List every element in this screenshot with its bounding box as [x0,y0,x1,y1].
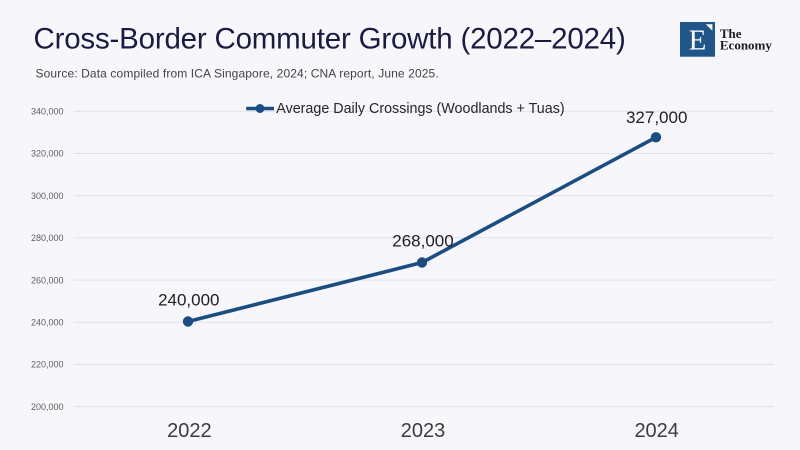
svg-text:200,000: 200,000 [31,402,64,412]
svg-text:268,000: 268,000 [392,231,453,250]
svg-text:300,000: 300,000 [31,191,64,201]
svg-text:280,000: 280,000 [31,233,64,243]
svg-text:2022: 2022 [167,420,212,442]
svg-text:The: The [720,26,742,41]
svg-text:220,000: 220,000 [31,360,64,370]
svg-text:Cross-Border Commuter Growth (: Cross-Border Commuter Growth (2022–2024) [34,23,626,56]
svg-text:Source: Data compiled from ICA: Source: Data compiled from ICA Singapore… [36,67,439,81]
svg-text:2023: 2023 [401,420,446,442]
svg-text:320,000: 320,000 [31,149,64,159]
svg-text:E: E [689,25,707,57]
svg-text:260,000: 260,000 [31,275,64,285]
svg-text:Average Daily Crossings (Woodl: Average Daily Crossings (Woodlands + Tua… [276,101,564,117]
svg-text:240,000: 240,000 [31,318,64,328]
svg-text:240,000: 240,000 [158,290,219,309]
svg-text:2024: 2024 [634,420,679,442]
svg-text:Economy: Economy [720,37,773,52]
svg-text:340,000: 340,000 [31,107,64,117]
svg-text:327,000: 327,000 [626,108,687,127]
